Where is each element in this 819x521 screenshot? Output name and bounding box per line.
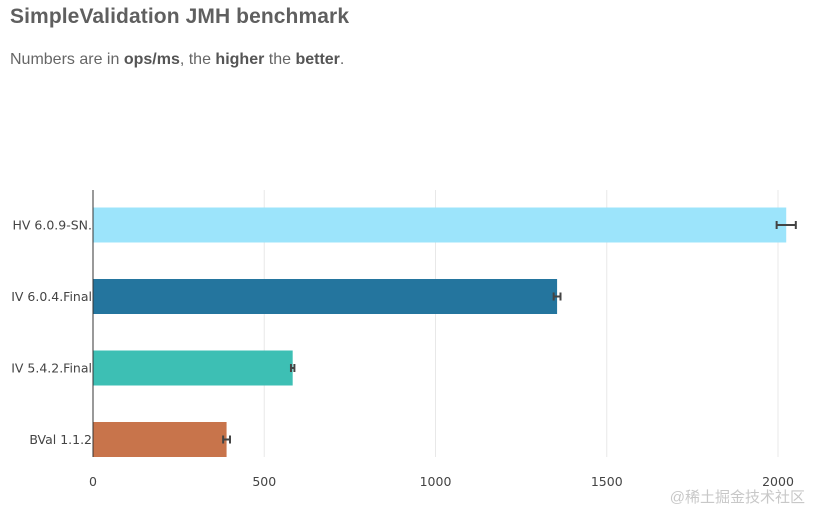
- bar-2: [93, 350, 293, 386]
- subtitle-text-1: Numbers are in: [10, 51, 124, 68]
- category-label-1: IV 6.0.4.Final: [11, 289, 92, 304]
- subtitle-emphasis-better: better: [295, 51, 340, 68]
- subtitle-unit: ops/ms: [123, 51, 180, 68]
- x-tick-label-2: 1000: [420, 474, 452, 489]
- subtitle-text-4: .: [339, 51, 345, 68]
- bar-0: [93, 207, 787, 243]
- x-tick-label-0: 0: [89, 474, 97, 489]
- category-label-2: IV 5.4.2.Final: [11, 361, 92, 376]
- subtitle-emphasis-higher: higher: [215, 51, 265, 68]
- chart-title: SimpleValidation JMH benchmark: [10, 5, 350, 28]
- category-label-3: BVal 1.1.2: [29, 432, 92, 447]
- x-tick-label-1: 500: [252, 474, 276, 489]
- x-tick-label-4: 2000: [762, 474, 794, 489]
- bar-3: [93, 422, 227, 457]
- subtitle-text-3: the: [264, 51, 296, 68]
- bar-1: [93, 279, 558, 314]
- category-label-0: HV 6.0.9-SN.: [13, 218, 93, 233]
- chart-subtitle: Numbers are in ops/ms, the higher the be…: [10, 51, 344, 69]
- subtitle-text-2: , the: [179, 51, 216, 68]
- x-tick-label-3: 1500: [591, 474, 623, 489]
- watermark: @稀土掘金技术社区: [669, 489, 805, 506]
